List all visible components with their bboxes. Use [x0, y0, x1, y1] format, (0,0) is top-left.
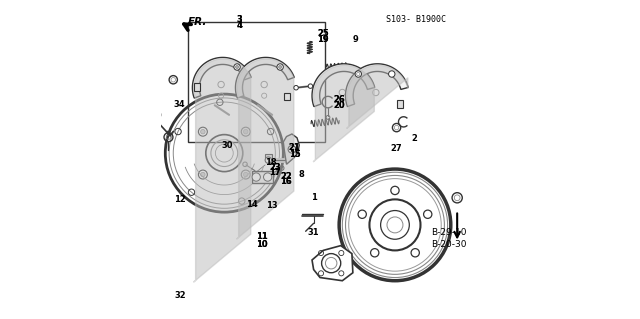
Text: S103- B1900C: S103- B1900C — [386, 15, 445, 24]
Circle shape — [388, 71, 395, 77]
Circle shape — [252, 173, 260, 181]
Text: 19: 19 — [317, 35, 329, 44]
Text: 34: 34 — [173, 100, 185, 109]
Text: 3: 3 — [237, 15, 243, 24]
Text: 9: 9 — [352, 35, 358, 44]
Text: B-20-30: B-20-30 — [431, 240, 467, 249]
Polygon shape — [193, 57, 251, 98]
Polygon shape — [312, 64, 375, 107]
Text: 2: 2 — [411, 134, 417, 143]
Bar — [252, 171, 273, 183]
Text: 17: 17 — [269, 168, 281, 177]
Text: 22: 22 — [280, 172, 292, 181]
Text: 31: 31 — [307, 228, 319, 237]
Text: 22: 22 — [280, 172, 292, 181]
Circle shape — [165, 94, 284, 212]
Text: 25: 25 — [317, 29, 329, 38]
Text: 11: 11 — [256, 232, 268, 241]
Circle shape — [321, 254, 340, 273]
Text: 18: 18 — [266, 158, 277, 167]
Polygon shape — [346, 64, 408, 107]
Text: 11: 11 — [256, 232, 268, 241]
Text: 26: 26 — [333, 95, 345, 104]
Text: 3: 3 — [237, 15, 243, 24]
Text: 27: 27 — [390, 144, 402, 153]
Text: 1: 1 — [310, 193, 317, 202]
Text: 20: 20 — [333, 101, 345, 110]
Circle shape — [236, 65, 239, 69]
Text: 19: 19 — [317, 35, 329, 44]
Text: 17: 17 — [269, 168, 281, 177]
Text: 30: 30 — [221, 141, 232, 150]
Circle shape — [265, 157, 271, 163]
Text: 8: 8 — [299, 170, 305, 179]
Circle shape — [277, 64, 284, 70]
Text: 4: 4 — [237, 21, 243, 30]
Circle shape — [243, 130, 248, 134]
Text: 10: 10 — [256, 240, 268, 249]
Text: 4: 4 — [237, 21, 243, 30]
Text: B-29-10: B-29-10 — [431, 228, 467, 237]
Bar — [188, 22, 324, 142]
Bar — [397, 100, 403, 108]
Text: 16: 16 — [280, 177, 292, 186]
Text: 26: 26 — [333, 95, 345, 104]
Text: 32: 32 — [175, 291, 186, 300]
Text: 13: 13 — [266, 201, 277, 210]
Circle shape — [308, 84, 313, 88]
Bar — [194, 83, 200, 91]
Circle shape — [355, 71, 362, 77]
Circle shape — [243, 172, 248, 177]
Text: 20: 20 — [333, 101, 345, 110]
Text: 23: 23 — [269, 163, 281, 172]
Polygon shape — [236, 57, 294, 98]
Circle shape — [339, 169, 451, 281]
Text: FR.: FR. — [188, 17, 207, 27]
Circle shape — [200, 130, 205, 134]
Text: 12: 12 — [175, 195, 186, 204]
Text: 15: 15 — [289, 150, 300, 159]
Text: 21: 21 — [289, 143, 300, 152]
Text: 16: 16 — [280, 177, 292, 186]
Text: 15: 15 — [289, 150, 300, 159]
Circle shape — [288, 145, 296, 153]
Polygon shape — [312, 246, 353, 281]
Text: 25: 25 — [317, 29, 329, 38]
Bar — [265, 154, 271, 158]
Circle shape — [264, 173, 272, 181]
Polygon shape — [284, 134, 300, 164]
Text: 23: 23 — [269, 163, 281, 172]
Circle shape — [200, 172, 205, 177]
Text: 10: 10 — [256, 240, 268, 249]
Circle shape — [234, 64, 240, 70]
Text: 21: 21 — [289, 143, 300, 152]
Circle shape — [278, 65, 282, 69]
Bar — [284, 93, 290, 100]
Circle shape — [294, 85, 298, 90]
Text: 14: 14 — [246, 200, 257, 209]
